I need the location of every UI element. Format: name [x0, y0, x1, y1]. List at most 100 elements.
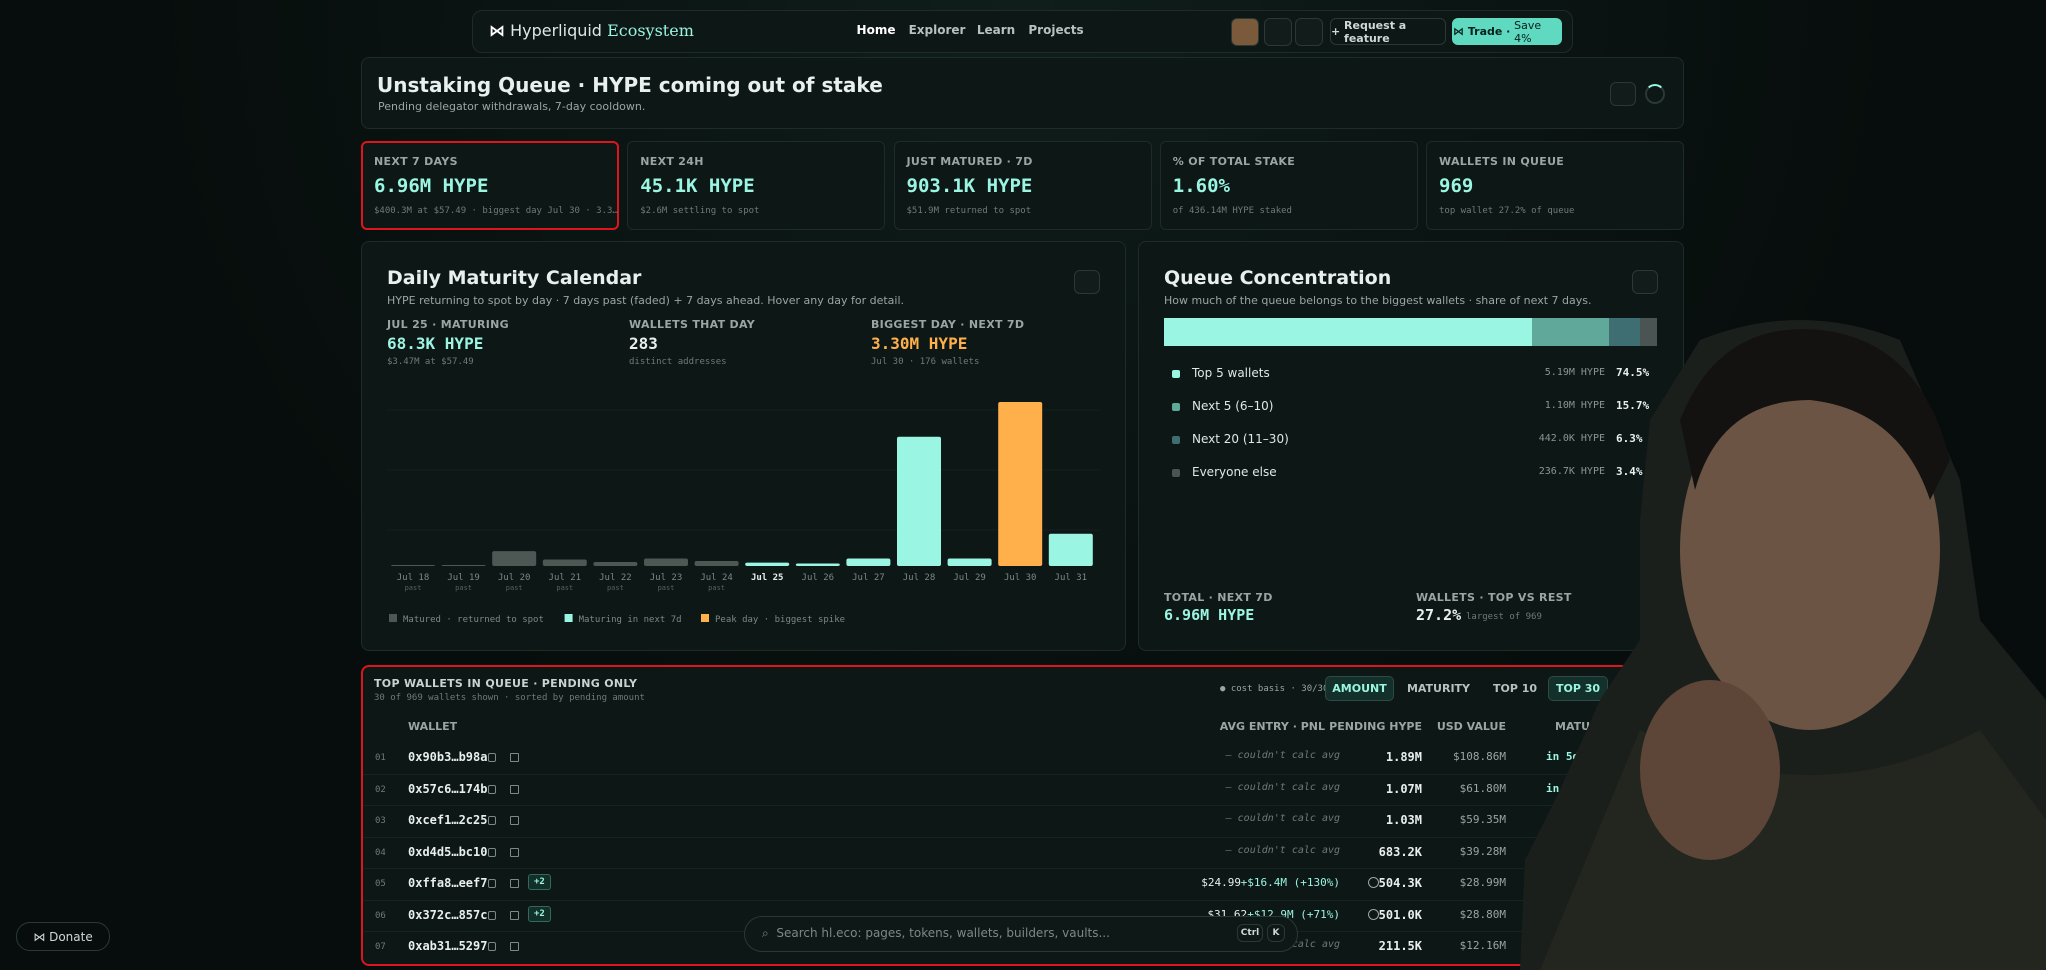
legend-label: Maturing in next 7d — [579, 615, 682, 625]
calendar-subtitle: HYPE returning to spot by day · 7 days p… — [387, 294, 905, 307]
legend-swatch — [1172, 469, 1180, 477]
row-divider — [363, 805, 1682, 806]
trade-button[interactable]: ⋈ Trade · Save 4% — [1452, 18, 1562, 45]
segment-name: Next 5 (6–10) — [1192, 399, 1274, 413]
column-header: WALLET — [408, 720, 458, 733]
page-title: Unstaking Queue · HYPE coming out of sta… — [377, 73, 883, 97]
sort-toggle[interactable]: AMOUNT — [1325, 676, 1394, 701]
wallet-address[interactable]: 0xab31…5297 — [408, 939, 488, 953]
footer-value: 27.2% — [1416, 606, 1462, 624]
usd-value: $39.28M — [1459, 844, 1506, 858]
nav-link[interactable]: Explorer — [908, 23, 966, 37]
usd-value: $28.80M — [1459, 907, 1506, 921]
sort-toggle[interactable]: MATURITY — [1406, 682, 1471, 695]
x-sub-label: past — [658, 584, 675, 592]
copy-icon[interactable] — [488, 816, 496, 825]
avatar[interactable] — [1231, 18, 1259, 46]
camera-button[interactable] — [1074, 270, 1100, 294]
link-icon[interactable] — [510, 816, 519, 825]
footer-label: WALLETS · TOP VS REST — [1416, 591, 1572, 604]
bar — [897, 436, 941, 566]
concentration-card — [1138, 241, 1684, 651]
search-placeholder: ⌕ Search hl.eco: pages, tokens, wallets,… — [762, 926, 1110, 940]
copy-icon[interactable] — [488, 753, 496, 762]
bar — [745, 562, 790, 566]
brand[interactable]: ⋈ Hyperliquid Ecosystem — [489, 21, 694, 40]
stat-card — [1426, 141, 1684, 230]
nav-link[interactable]: Projects — [1028, 23, 1084, 37]
brand-name: Hyperliquid — [510, 21, 602, 40]
bar — [593, 562, 638, 566]
donate-button[interactable]: ⋈ Donate — [16, 922, 110, 951]
x-tick-label: Jul 30 — [1004, 573, 1037, 583]
copy-icon[interactable] — [488, 847, 496, 857]
theme-toggle[interactable] — [1264, 18, 1292, 46]
x-tick-label: Jul 29 — [953, 573, 986, 583]
donate-label: Donate — [49, 929, 93, 944]
stat-note: $2.6M settling to spot — [640, 206, 760, 216]
copy-icon[interactable] — [488, 784, 496, 794]
concentration-title: Queue Concentration — [1164, 267, 1392, 289]
x-tick-label: Jul 19 — [447, 573, 480, 583]
nav-link[interactable]: Learn — [976, 23, 1016, 37]
top-toggle[interactable]: TOP 30 — [1548, 676, 1608, 701]
wallet-address[interactable]: 0x372c…857c — [408, 907, 488, 922]
bar — [391, 565, 435, 566]
camera-button[interactable] — [1610, 82, 1636, 106]
language[interactable] — [1295, 18, 1323, 46]
x-sub-label: past — [405, 584, 422, 592]
x-tick-label: Jul 24 — [700, 573, 733, 583]
camera-button[interactable] — [1632, 270, 1658, 294]
avg-entry: — couldn't calc avg — [1225, 750, 1340, 761]
share-segment — [1609, 318, 1641, 346]
copy-icon[interactable] — [488, 942, 496, 951]
legend-swatch — [1172, 403, 1180, 411]
bar — [1048, 533, 1093, 566]
usd-value: $59.35M — [1459, 813, 1506, 826]
share-segment — [1640, 318, 1657, 346]
nav-link[interactable]: Home — [856, 23, 896, 37]
row-index: 06 — [375, 910, 386, 921]
wallet-address[interactable]: 0x90b3…b98a — [408, 750, 488, 764]
segment-share: 74.5% — [1616, 366, 1650, 379]
stat-value: 45.1K HYPE — [640, 175, 755, 197]
pending-hype: 1.07M — [1385, 781, 1422, 796]
link-icon[interactable] — [510, 784, 519, 794]
x-tick-label: Jul 25 — [751, 573, 784, 583]
kpi-value: 3.30M HYPE — [871, 334, 968, 353]
save-label: Save 4% — [1514, 18, 1542, 45]
stat-value: 1.60% — [1172, 175, 1230, 197]
link-icon[interactable] — [510, 847, 519, 857]
avg-entry: — couldn't calc avg — [1225, 781, 1340, 793]
wallet-address[interactable]: 0xcef1…2c25 — [408, 813, 488, 827]
wallet-address[interactable]: 0xffa8…eef7 — [408, 876, 488, 890]
copy-icon[interactable] — [488, 879, 496, 888]
trade-label: Trade — [1467, 25, 1503, 38]
info-icon — [1368, 877, 1379, 888]
wallet-address[interactable]: 0xd4d5…bc10 — [408, 844, 488, 859]
legend-swatch — [1172, 370, 1180, 378]
link-icon[interactable] — [510, 879, 519, 888]
link-icon[interactable] — [510, 942, 519, 951]
row-index: 02 — [375, 784, 386, 795]
segment-share: 3.4% — [1616, 465, 1643, 478]
top-toggle[interactable]: TOP 10 — [1492, 682, 1538, 695]
link-icon[interactable] — [510, 753, 519, 762]
copy-icon[interactable] — [488, 910, 496, 920]
wallet-address[interactable]: 0x57c6…174b — [408, 781, 488, 796]
avg-entry: — couldn't calc avg — [1225, 844, 1340, 856]
x-tick-label: Jul 28 — [903, 573, 936, 583]
footer-value: 6.96M HYPE — [1164, 606, 1255, 624]
stat-note: $400.3M at $57.49 · biggest day Jul 30 ·… — [374, 206, 618, 216]
usd-value: $12.16M — [1459, 939, 1506, 952]
search-bar[interactable] — [744, 916, 1298, 952]
row-divider — [363, 773, 1682, 775]
request-label: Request a feature — [1344, 18, 1407, 45]
kpi-note: Jul 30 · 176 wallets — [871, 357, 980, 367]
pnl: +$16.4M (+130%) — [1240, 876, 1340, 889]
link-icon[interactable] — [510, 910, 519, 920]
x-tick-label: Jul 23 — [650, 573, 683, 583]
request-feature[interactable]: + Request a feature — [1330, 18, 1446, 45]
kpi-label: BIGGEST DAY · NEXT 7D — [871, 318, 1025, 331]
